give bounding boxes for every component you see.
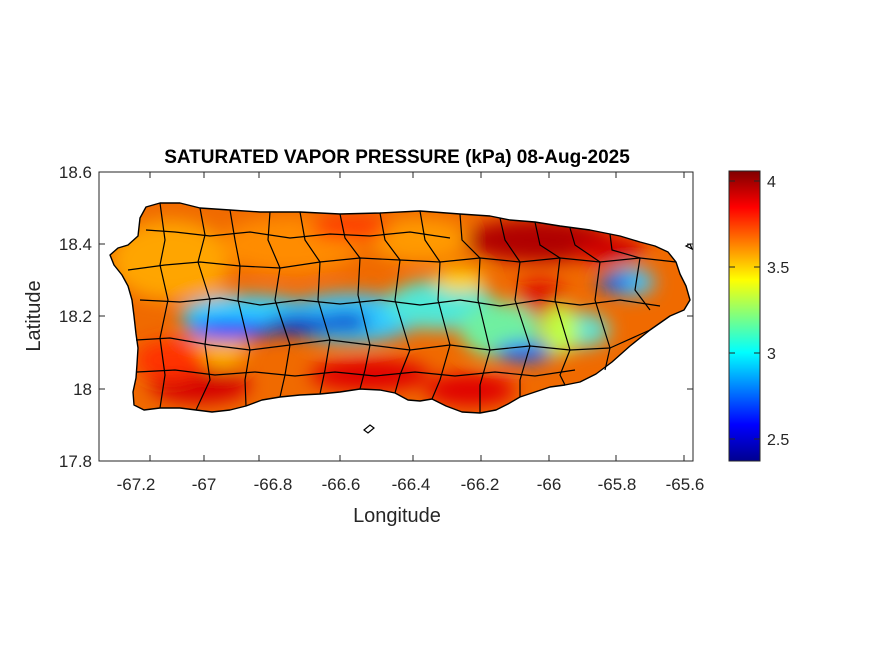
y-tick-label: 18.6 xyxy=(59,163,92,182)
x-tick-label: -66.2 xyxy=(461,475,500,494)
colorbar-tick-label: 4 xyxy=(767,174,776,191)
colorbar-tick-label: 3 xyxy=(767,346,776,363)
colorbar-gradient xyxy=(728,170,761,462)
heat-field xyxy=(110,203,690,413)
x-tick-label: -66.8 xyxy=(254,475,293,494)
map-title: SATURATED VAPOR PRESSURE (kPa) 08-Aug-20… xyxy=(164,147,630,168)
colorbar-tick-label: 2.5 xyxy=(767,432,789,449)
x-tick-label: -66.4 xyxy=(392,475,431,494)
x-tick-label: -67.2 xyxy=(117,475,156,494)
x-axis xyxy=(149,172,685,461)
y-tick-label: 18.4 xyxy=(59,235,92,254)
x-tick-label: -66 xyxy=(537,475,562,494)
y-tick-labels: 18.6 18.4 18.2 18 17.8 xyxy=(59,163,92,471)
x-tick-label: -65.6 xyxy=(666,475,705,494)
municipality-borders xyxy=(109,202,691,414)
x-tick-label: -67 xyxy=(192,475,217,494)
colorbar-tick-label: 3.5 xyxy=(767,260,789,277)
y-axis-label: Latitude xyxy=(23,280,45,351)
y-tick-label: 17.8 xyxy=(59,452,92,471)
y-tick-label: 18.2 xyxy=(59,307,92,326)
colorbar: 4 3.5 3 2.5 xyxy=(728,170,789,462)
x-tick-label: -66.6 xyxy=(322,475,361,494)
y-tick-label: 18 xyxy=(73,380,92,399)
small-islands xyxy=(363,243,694,434)
x-axis-label: Longitude xyxy=(353,505,441,527)
y-axis xyxy=(99,171,693,462)
x-tick-label: -65.8 xyxy=(598,475,637,494)
x-tick-labels: -67.2 -67 -66.8 -66.6 -66.4 -66.2 -66 -6… xyxy=(117,475,705,494)
